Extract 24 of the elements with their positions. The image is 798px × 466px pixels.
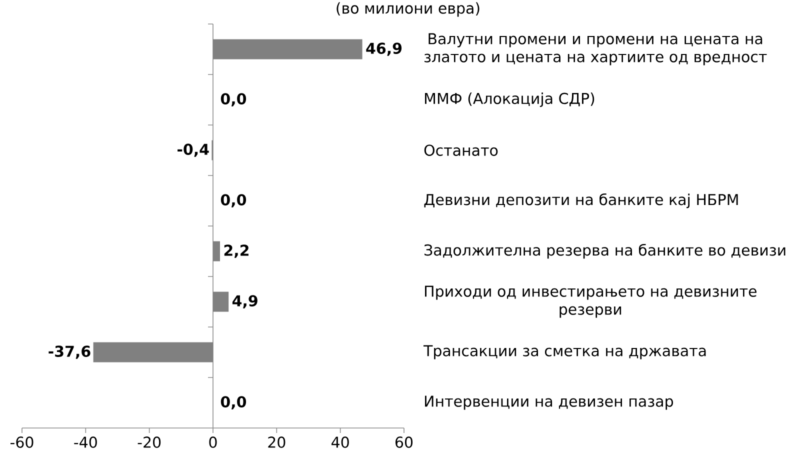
data-label: 0,0: [220, 93, 246, 106]
x-tick-label: 60: [396, 436, 413, 448]
data-label: 0,0: [220, 194, 246, 208]
y-tick-label: Задолжителна резерва на банките во девизи: [424, 244, 786, 259]
y-tick-label: Валутни промени и промени на цената на златото и цената на хартиите од вредност: [424, 33, 767, 66]
data-label: 2,2: [224, 244, 248, 258]
chart-title: (во милиони евра): [336, 2, 480, 17]
data-label: -0,4: [178, 144, 209, 157]
data-label: 0,0: [220, 396, 246, 410]
y-tick-label: Приходи од инвестирањето на девизните резерви: [425, 286, 756, 318]
x-tick-label: -60: [10, 436, 34, 448]
x-tick-label: -20: [138, 436, 161, 448]
x-tick-label: 0: [209, 436, 217, 448]
data-label: 4,9: [232, 295, 258, 308]
x-tick-label: 20: [268, 436, 286, 448]
y-tick-label: Трансакции за сметка на државата: [423, 345, 706, 360]
x-tick-label: -40: [74, 436, 97, 448]
data-label: 46,9: [366, 42, 402, 56]
y-tick-label: Интервенции на девизен пазар: [425, 396, 674, 410]
y-tick-label: ММФ (Алокација СДР): [425, 92, 594, 108]
x-tick-label: 40: [332, 436, 349, 448]
data-label: -37,6: [48, 346, 90, 359]
y-tick-label: Девизни депозити на банките кај НБРМ: [424, 193, 738, 208]
y-tick-label: Останато: [424, 144, 498, 156]
